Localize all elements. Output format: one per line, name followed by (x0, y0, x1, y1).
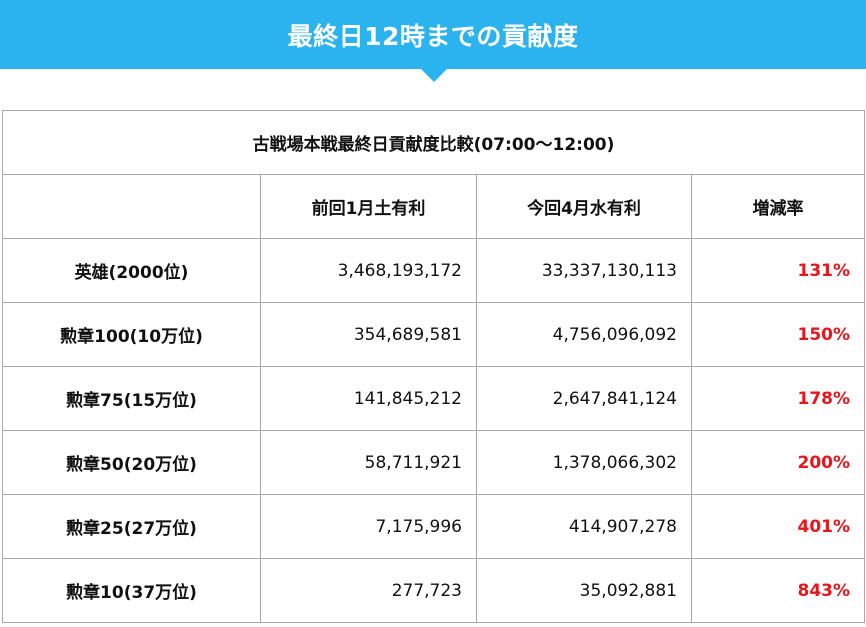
rate-value: 200% (690, 430, 866, 495)
current-value: 1,378,066,302 (476, 430, 692, 495)
previous-value: 277,723 (260, 558, 477, 623)
row-label: 勲章10(37万位) (2, 558, 261, 623)
table-row: 勲章25(27万位) 7,175,996 414,907,278 401% (2, 494, 866, 559)
title-banner: 最終日12時までの貢献度 (0, 0, 866, 69)
current-value: 33,337,130,113 (476, 238, 692, 303)
previous-value: 58,711,921 (260, 430, 477, 495)
row-label: 勲章100(10万位) (2, 302, 261, 367)
row-label: 勲章50(20万位) (2, 430, 261, 495)
current-value: 4,756,096,092 (476, 302, 692, 367)
row-label: 英雄(2000位) (2, 238, 261, 303)
header-row: 前回1月土有利 今回4月水有利 増減率 (2, 174, 866, 239)
header-empty-cell (2, 174, 261, 239)
header-rate: 増減率 (690, 174, 866, 239)
current-value: 35,092,881 (476, 558, 692, 623)
current-value: 414,907,278 (476, 494, 692, 559)
rate-value: 178% (690, 366, 866, 431)
rate-value: 843% (690, 558, 866, 623)
banner-down-arrow-icon (421, 69, 447, 82)
header-previous: 前回1月土有利 (260, 174, 477, 239)
rate-value: 150% (690, 302, 866, 367)
rate-value: 401% (690, 494, 866, 559)
row-label: 勲章25(27万位) (2, 494, 261, 559)
header-current: 今回4月水有利 (476, 174, 692, 239)
rate-value: 131% (690, 238, 866, 303)
previous-value: 354,689,581 (260, 302, 477, 367)
previous-value: 3,468,193,172 (260, 238, 477, 303)
previous-value: 141,845,212 (260, 366, 477, 431)
table-row: 勲章75(15万位) 141,845,212 2,647,841,124 178% (2, 366, 866, 431)
table-row: 勲章100(10万位) 354,689,581 4,756,096,092 150% (2, 302, 866, 367)
page-title: 最終日12時までの貢献度 (287, 21, 579, 51)
table-row: 英雄(2000位) 3,468,193,172 33,337,130,113 131% (2, 238, 866, 303)
table-row: 勲章50(20万位) 58,711,921 1,378,066,302 200% (2, 430, 866, 495)
table-caption: 古戦場本戦最終日貢献度比較(07:00～12:00) (1, 110, 866, 175)
current-value: 2,647,841,124 (476, 366, 692, 431)
table-row: 勲章10(37万位) 277,723 35,092,881 843% (2, 558, 866, 623)
comparison-table: 古戦場本戦最終日貢献度比較(07:00～12:00) 前回1月土有利 今回4月水… (1, 110, 866, 623)
previous-value: 7,175,996 (260, 494, 477, 559)
caption-row: 古戦場本戦最終日貢献度比較(07:00～12:00) (1, 110, 866, 175)
row-label: 勲章75(15万位) (2, 366, 261, 431)
